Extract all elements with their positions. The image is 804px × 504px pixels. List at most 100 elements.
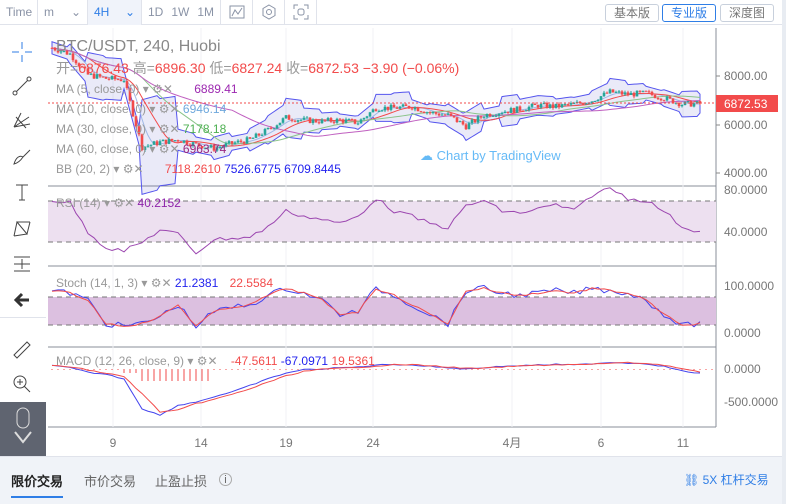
text-icon[interactable] — [8, 178, 36, 206]
open-value: 6876.43 — [78, 60, 129, 76]
study-macd[interactable]: MACD (12, 26, close, 9) ▾ ⚙✕ -47.5611 -6… — [56, 354, 375, 368]
candle — [59, 51, 63, 53]
info-icon[interactable]: i — [219, 473, 232, 486]
candle — [206, 147, 210, 149]
macd-axis-label: 0.0000 — [724, 362, 761, 376]
candle — [320, 119, 324, 124]
ruler-icon[interactable] — [8, 336, 36, 364]
scroll-down-button[interactable] — [0, 402, 46, 456]
candle — [518, 106, 522, 111]
macd-line — [51, 362, 701, 416]
stoch-axis-label: 100.0000 — [724, 279, 774, 293]
candle — [413, 107, 417, 110]
watermark-text: Chart by TradingView — [436, 148, 561, 163]
candle — [140, 134, 144, 151]
candle — [122, 81, 126, 83]
high-label: 高= — [132, 60, 155, 76]
version-pro-button[interactable]: 专业版 — [662, 4, 717, 22]
back-arrow-icon[interactable] — [8, 286, 36, 314]
candle — [101, 76, 105, 78]
candle — [158, 141, 162, 146]
study-value: -47.5611 — [230, 354, 278, 368]
study-ma5[interactable]: MA (5, close, 0) ▾ ⚙✕ 6889.41 — [56, 82, 238, 96]
candle — [56, 50, 60, 53]
pattern-icon[interactable] — [8, 214, 36, 242]
time-axis-label: 14 — [194, 436, 208, 450]
study-name: MA (10, close, 0) — [56, 102, 147, 116]
candle — [74, 60, 78, 64]
tab-market-trade[interactable]: 市价交易 — [84, 474, 137, 489]
candle — [164, 139, 168, 144]
candle — [581, 103, 585, 105]
brush-icon[interactable] — [8, 142, 36, 170]
minute-select[interactable]: m ⌄ — [38, 0, 88, 25]
zoom-in-icon[interactable] — [8, 370, 36, 398]
candle — [257, 133, 261, 136]
candle — [338, 118, 342, 120]
leverage-icon: ⛓ — [684, 473, 700, 487]
depth-chart-button[interactable]: 深度图 — [720, 4, 775, 22]
candle — [326, 118, 330, 121]
tab-limit-trade[interactable]: 限价交易 — [11, 471, 64, 498]
fib-fan-icon[interactable] — [8, 106, 36, 134]
trend-line-icon[interactable] — [8, 72, 36, 100]
candle — [296, 120, 300, 122]
candle — [215, 147, 219, 151]
study-value: 6963.74 — [182, 142, 227, 156]
candle — [143, 146, 147, 151]
candle — [641, 90, 645, 92]
candle — [608, 89, 612, 94]
candle — [293, 120, 297, 122]
measure-levels-icon[interactable] — [8, 250, 36, 278]
interval-1m[interactable]: 1M — [193, 0, 222, 25]
tab-stop-loss[interactable]: 止盈止损 — [155, 474, 208, 489]
chart-canvas[interactable]: 8000.00 6000.00 4000.00 6872.53 80.0000 40.00… — [0, 0, 782, 456]
fullscreen-icon[interactable] — [285, 0, 318, 25]
candle — [179, 141, 183, 143]
candle — [368, 112, 372, 117]
candle — [203, 147, 207, 149]
last-price-tag-label: 6872.53 — [724, 97, 768, 111]
rsi-axis-label: 40.0000 — [724, 225, 768, 239]
study-bb[interactable]: BB (20, 2) ▾ ⚙✕ 7118.2610 7526.6775 6709… — [56, 162, 341, 176]
candle — [329, 118, 333, 122]
candle — [548, 104, 552, 109]
version-basic-button[interactable]: 基本版 — [605, 4, 660, 22]
candle — [521, 110, 525, 112]
interval-1w[interactable]: 1W — [171, 5, 190, 19]
candle — [347, 119, 351, 121]
candle — [431, 112, 435, 114]
candle — [275, 125, 279, 129]
study-stoch[interactable]: Stoch (14, 1, 3) ▾ ⚙✕ 21.2381 22.5584 — [56, 276, 274, 290]
study-rsi[interactable]: RSI (14) ▾ ⚙✕ 40.2152 — [56, 196, 181, 210]
candle — [656, 98, 660, 100]
candle — [449, 113, 453, 116]
study-ma10[interactable]: MA (10, close, 0) ▾ ⚙✕ 6946.14 — [56, 102, 227, 116]
study-ma60[interactable]: MA (60, close, 0) ▾ ⚙✕ 6963.74 — [56, 142, 227, 156]
candle — [254, 133, 258, 138]
candle — [590, 101, 594, 104]
candle — [299, 119, 303, 121]
candle — [572, 103, 576, 105]
leverage-link[interactable]: ⛓ 5X 杠杆交易 — [684, 471, 769, 488]
indicator-chart-icon[interactable] — [221, 0, 254, 25]
crosshair-icon[interactable] — [8, 38, 36, 66]
candle — [653, 94, 657, 99]
interval-1d[interactable]: 1D — [148, 5, 164, 19]
candle — [173, 140, 177, 142]
candle — [512, 108, 516, 113]
candle — [131, 100, 135, 117]
candle — [323, 119, 327, 121]
candle — [182, 140, 186, 143]
candle — [392, 104, 396, 108]
candle — [197, 143, 201, 147]
settings-gear-icon[interactable] — [253, 0, 286, 25]
candle — [644, 90, 648, 92]
candle — [428, 112, 432, 114]
candle — [89, 73, 93, 75]
candle — [482, 117, 486, 119]
study-ma30[interactable]: MA (30, close, 0) ▾ ⚙✕ 7178.18 — [56, 122, 227, 136]
interval-select[interactable]: 4H ⌄ — [88, 0, 142, 25]
candle — [611, 89, 615, 93]
candle — [281, 118, 285, 123]
